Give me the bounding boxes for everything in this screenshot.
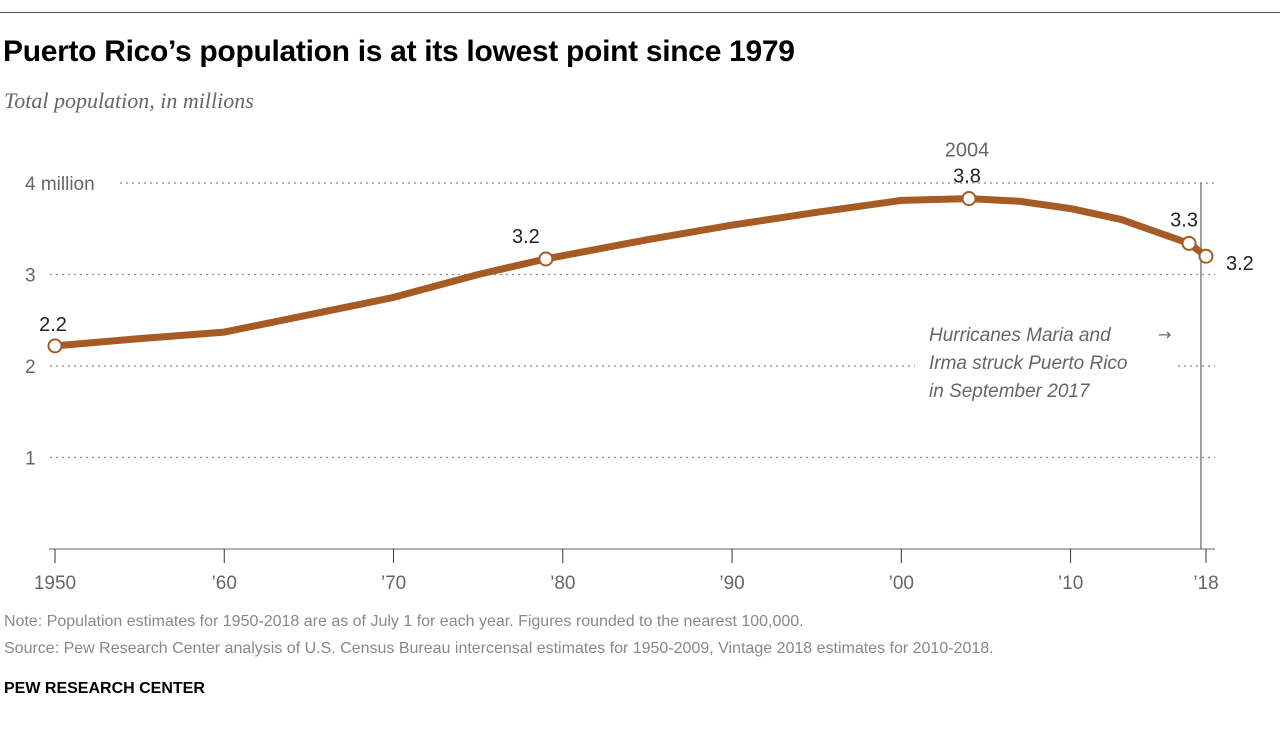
top-rule [0, 12, 1280, 13]
annotation-background [915, 318, 1175, 406]
annotation-text: Hurricanes Maria and [929, 325, 1112, 346]
x-tick-label: ’70 [381, 573, 406, 594]
data-point-marker [1181, 235, 1197, 251]
data-label: 3.3 [1170, 209, 1198, 231]
label-background [934, 138, 1005, 177]
x-tick-label: ’60 [212, 573, 237, 594]
data-label: 3.2 [1226, 253, 1254, 275]
chart-title: Puerto Rico’s population is at its lowes… [3, 35, 795, 68]
data-label: 3.8 [953, 166, 981, 188]
brand-logo-text: PEW RESEARCH CENTER [4, 680, 205, 697]
y-tick-label: 2 [25, 357, 36, 378]
annotation-arrow-icon: → [1158, 325, 1171, 344]
source-text: Source: Pew Research Center analysis of … [4, 640, 994, 657]
x-tick-label: 1950 [34, 573, 76, 594]
x-tick-label: ’80 [550, 573, 575, 594]
annotation-text: Irma struck Puerto Rico [929, 353, 1128, 374]
year-label: 2004 [945, 140, 990, 162]
data-point-marker [47, 338, 63, 354]
note-text: Note: Population estimates for 1950-2018… [4, 613, 804, 630]
data-point-marker [538, 251, 554, 267]
population-line [51, 195, 1210, 350]
chart-subtitle: Total population, in millions [4, 88, 254, 113]
data-point-marker [961, 191, 977, 207]
x-tick-label: ’18 [1193, 573, 1218, 594]
annotation-text: in September 2017 [929, 381, 1091, 402]
x-tick-label: ’90 [719, 573, 744, 594]
x-tick-label: ’10 [1058, 573, 1083, 594]
x-tick-label: ’00 [889, 573, 914, 594]
data-label: 3.2 [512, 226, 540, 248]
data-label: 2.2 [39, 314, 67, 336]
y-tick-label: 1 [25, 449, 36, 470]
y-tick-label: 3 [25, 266, 36, 287]
y-tick-label: 4 million [25, 174, 95, 195]
data-point-marker [1198, 248, 1214, 264]
